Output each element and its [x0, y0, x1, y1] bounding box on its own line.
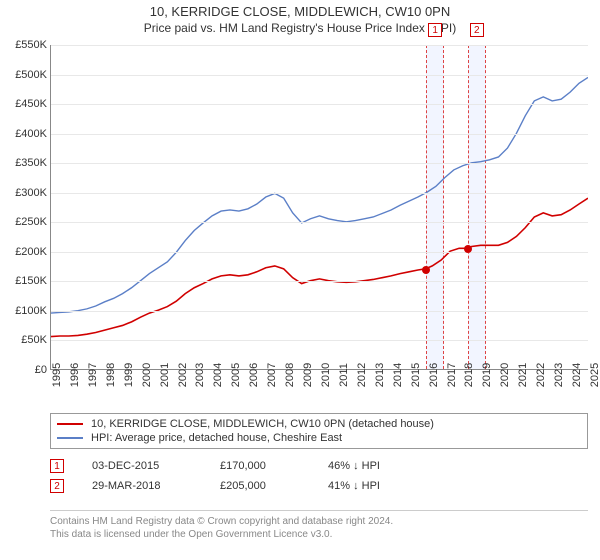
chart-plot-area: £0£50K£100K£150K£200K£250K£300K£350K£400… [50, 45, 588, 370]
sale-marker-box: 1 [428, 23, 442, 37]
xtick-label: 2013 [374, 363, 386, 387]
xtick-label: 2017 [446, 363, 458, 387]
xtick-label: 2005 [230, 363, 242, 387]
xtick-label: 2000 [141, 363, 153, 387]
sale-price: £205,000 [220, 480, 300, 492]
xtick-label: 2021 [517, 363, 529, 387]
xtick-label: 2025 [589, 363, 600, 387]
grid-line [51, 311, 588, 312]
series-line-property [51, 198, 588, 336]
xtick-label: 2016 [428, 363, 440, 387]
sale-price: £170,000 [220, 460, 300, 472]
sale-point-dot [464, 245, 472, 253]
ytick-label: £350K [3, 157, 47, 169]
xtick-label: 1999 [123, 363, 135, 387]
legend-label-hpi: HPI: Average price, detached house, Ches… [91, 432, 342, 444]
grid-line [51, 134, 588, 135]
ytick-label: £0 [3, 364, 47, 376]
xtick-label: 2003 [194, 363, 206, 387]
xtick-label: 1995 [51, 363, 63, 387]
xtick-label: 2012 [356, 363, 368, 387]
xtick-label: 2018 [463, 363, 475, 387]
grid-line [51, 163, 588, 164]
grid-line [51, 281, 588, 282]
chart-title-sub: Price paid vs. HM Land Registry's House … [0, 21, 600, 35]
xtick-label: 2015 [410, 363, 422, 387]
legend-swatch-property [57, 423, 83, 425]
legend-box: 10, KERRIDGE CLOSE, MIDDLEWICH, CW10 0PN… [50, 413, 588, 449]
grid-line [51, 45, 588, 46]
ytick-label: £150K [3, 275, 47, 287]
sale-marker-box: 2 [470, 23, 484, 37]
chart-lines-svg [51, 45, 588, 369]
xtick-label: 2020 [499, 363, 511, 387]
ytick-label: £500K [3, 69, 47, 81]
series-line-hpi [51, 77, 588, 313]
ytick-label: £450K [3, 98, 47, 110]
xtick-label: 2006 [248, 363, 260, 387]
ytick-label: £200K [3, 246, 47, 258]
grid-line [51, 222, 588, 223]
ytick-label: £250K [3, 216, 47, 228]
sale-diff: 46% ↓ HPI [328, 460, 428, 472]
ytick-label: £100K [3, 305, 47, 317]
chart-title-block: 10, KERRIDGE CLOSE, MIDDLEWICH, CW10 0PN… [0, 0, 600, 35]
grid-line [51, 252, 588, 253]
ytick-label: £550K [3, 39, 47, 51]
sale-date: 29-MAR-2018 [92, 480, 192, 492]
xtick-label: 2010 [320, 363, 332, 387]
chart-title-main: 10, KERRIDGE CLOSE, MIDDLEWICH, CW10 0PN [0, 4, 600, 19]
legend-label-property: 10, KERRIDGE CLOSE, MIDDLEWICH, CW10 0PN… [91, 418, 434, 430]
xtick-label: 2014 [392, 363, 404, 387]
sale-diff: 41% ↓ HPI [328, 480, 428, 492]
sale-point-dot [422, 266, 430, 274]
xtick-label: 2024 [571, 363, 583, 387]
ytick-label: £50K [3, 334, 47, 346]
sale-marker-2: 2 [50, 479, 64, 493]
xtick-label: 1998 [105, 363, 117, 387]
grid-line [51, 193, 588, 194]
xtick-label: 2004 [212, 363, 224, 387]
xtick-label: 1997 [87, 363, 99, 387]
ytick-label: £300K [3, 187, 47, 199]
xtick-label: 2008 [284, 363, 296, 387]
grid-line [51, 75, 588, 76]
grid-line [51, 104, 588, 105]
grid-line [51, 340, 588, 341]
xtick-label: 2023 [553, 363, 565, 387]
legend-row: HPI: Average price, detached house, Ches… [57, 431, 581, 445]
ytick-label: £400K [3, 128, 47, 140]
sales-row: 2 29-MAR-2018 £205,000 41% ↓ HPI [50, 476, 588, 496]
xtick-label: 2022 [535, 363, 547, 387]
footer-line2: This data is licensed under the Open Gov… [50, 528, 588, 541]
legend-swatch-hpi [57, 437, 83, 439]
xtick-label: 2001 [159, 363, 171, 387]
xtick-label: 2007 [266, 363, 278, 387]
legend-row: 10, KERRIDGE CLOSE, MIDDLEWICH, CW10 0PN… [57, 417, 581, 431]
footer-attribution: Contains HM Land Registry data © Crown c… [50, 510, 588, 541]
xtick-label: 2002 [177, 363, 189, 387]
footer-line1: Contains HM Land Registry data © Crown c… [50, 515, 588, 528]
xtick-label: 2009 [302, 363, 314, 387]
xtick-label: 2011 [338, 363, 350, 387]
xtick-label: 2019 [481, 363, 493, 387]
sales-row: 1 03-DEC-2015 £170,000 46% ↓ HPI [50, 456, 588, 476]
sale-date: 03-DEC-2015 [92, 460, 192, 472]
sales-table: 1 03-DEC-2015 £170,000 46% ↓ HPI 2 29-MA… [50, 456, 588, 496]
sale-marker-1: 1 [50, 459, 64, 473]
xtick-label: 1996 [69, 363, 81, 387]
